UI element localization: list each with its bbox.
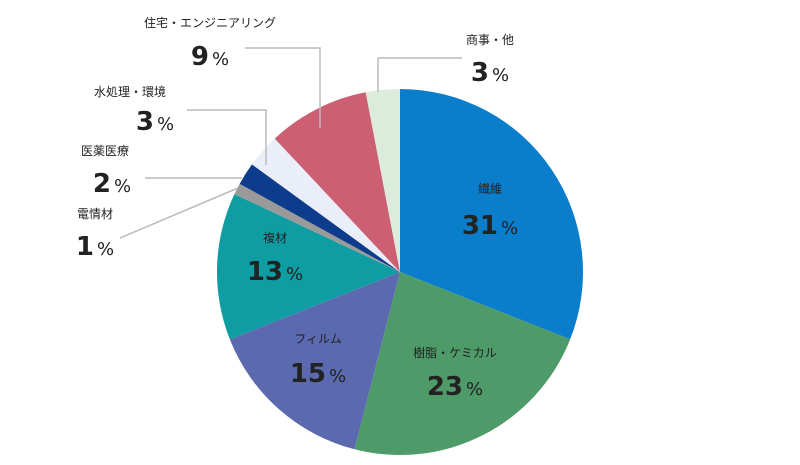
leader-line — [377, 57, 462, 92]
slice-name: 繊維 — [478, 182, 502, 196]
leader-line — [119, 187, 239, 239]
slice-value: 23% — [427, 372, 483, 402]
slice-name: 住宅・エンジニアリング — [144, 15, 276, 30]
pie-slice — [274, 92, 400, 273]
pie-slice — [354, 272, 571, 456]
slice-value: 3% — [136, 107, 174, 137]
slice-name: 電情材 — [77, 207, 113, 221]
pie-slice — [400, 89, 583, 340]
pie-slice — [239, 164, 400, 272]
slice-value: 15% — [290, 359, 346, 389]
leader-line — [187, 109, 267, 165]
slice-name: 水処理・環境 — [94, 84, 166, 99]
slice-value: 3% — [471, 58, 509, 88]
pie-slice — [229, 272, 400, 450]
pie-slice — [216, 194, 400, 340]
slice-value: 2% — [93, 169, 131, 199]
pie-slice — [251, 138, 400, 272]
slice-name: 医薬医療 — [81, 144, 129, 158]
slice-name: 複材 — [263, 230, 287, 245]
pie-slice — [365, 89, 400, 272]
slice-value: 31% — [462, 211, 518, 241]
slice-value: 9% — [191, 42, 229, 72]
slice-name: 樹脂・ケミカル — [413, 345, 497, 360]
pie-slice — [234, 183, 400, 272]
slice-value: 13% — [247, 257, 303, 287]
slice-name: 商事・他 — [466, 32, 514, 47]
slice-value: 1% — [76, 232, 114, 262]
slice-name: フィルム — [294, 332, 342, 346]
leader-line — [245, 47, 321, 128]
